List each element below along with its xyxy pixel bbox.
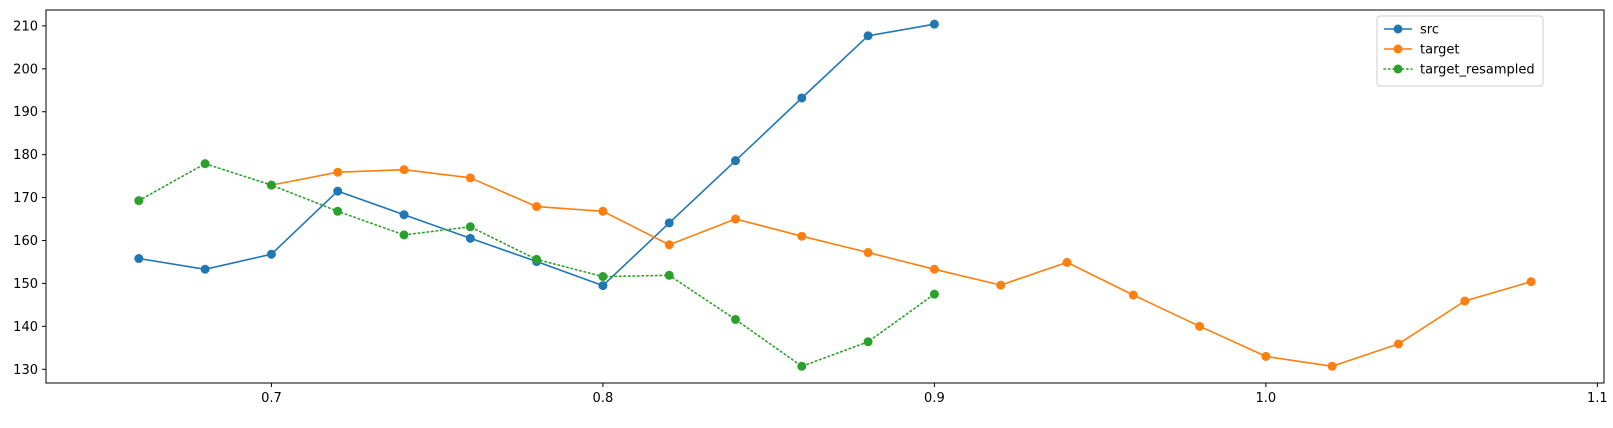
y-tick-label: 160 [13,234,38,249]
data-point [1526,277,1536,287]
data-point [929,289,939,299]
data-point [1393,339,1403,349]
legend-items: src target target_resampled [1383,23,1535,78]
data-point [598,206,608,216]
y-tick-label: 210 [13,19,38,34]
data-point [863,248,873,258]
y-tick-label: 150 [13,277,38,292]
data-point [134,196,144,206]
data-point [200,159,210,169]
data-point [465,173,475,183]
data-point [598,272,608,282]
x-tick-label: 1.1 [1587,391,1608,406]
data-point [797,361,807,371]
x-tick-label: 0.8 [593,391,614,406]
legend-marker [1393,64,1403,74]
data-point [664,270,674,280]
data-point [664,218,674,228]
data-point [929,19,939,29]
x-tick-label: 1.0 [1256,391,1277,406]
data-point [134,254,144,264]
data-point [532,202,542,212]
data-point [1460,296,1470,306]
legend-item: target [1384,43,1460,58]
legend-item: src [1384,23,1439,38]
y-tick-label: 140 [13,320,38,335]
data-point [797,93,807,103]
data-point [399,210,409,220]
x-axis: 0.7 0.8 0.9 1.0 1.1 [261,383,1608,406]
data-point [730,314,740,324]
data-point [333,186,343,196]
data-point [730,214,740,224]
data-point [266,249,276,259]
y-tick-label: 130 [13,363,38,378]
data-point [1327,361,1337,371]
data-point [465,233,475,243]
legend-marker [1393,44,1403,54]
data-point [863,31,873,41]
legend-label: target_resampled [1420,63,1535,78]
x-tick-label: 0.9 [924,391,945,406]
data-point [200,264,210,274]
data-point [399,165,409,175]
series-layer [134,19,1536,371]
data-point [1062,257,1072,267]
data-point [598,281,608,291]
legend-marker [1393,24,1403,34]
data-point [1195,321,1205,331]
data-point [730,156,740,166]
data-point [1128,290,1138,300]
axes-layer [45,9,1605,384]
data-point [333,167,343,177]
y-tick-label: 170 [13,191,38,206]
data-point [465,222,475,232]
data-point [996,280,1006,290]
series-line [271,168,1532,368]
legend-frame [1376,15,1544,87]
data-point [863,337,873,347]
x-tick-label: 0.7 [261,391,282,406]
data-point [266,180,276,190]
y-tick-label: 200 [13,62,38,77]
y-tick-label: 190 [13,105,38,120]
plot-frame [45,9,1605,384]
data-point [333,206,343,216]
legend: src target target_resampled [1376,15,1544,87]
y-tick-label: 180 [13,148,38,163]
data-point [532,254,542,264]
legend-label: src [1420,23,1439,38]
data-point [399,230,409,240]
data-point [1261,351,1271,361]
data-point [664,240,674,250]
data-point [797,231,807,241]
legend-label: target [1420,43,1460,58]
plot-area [46,10,1604,383]
series-target_resampled [134,159,939,371]
data-point [929,264,939,274]
legend-item: target_resampled [1383,63,1535,78]
y-axis: 130 140 150 160 170 180 190 200 210 [13,19,46,378]
